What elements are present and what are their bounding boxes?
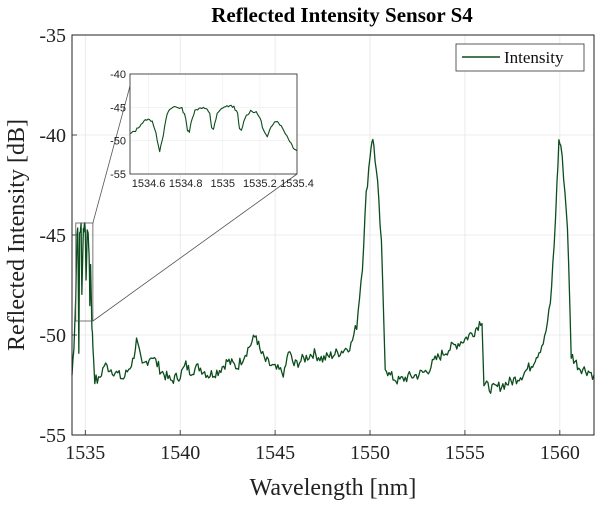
x-tick-label: 1555 [445,442,485,464]
x-tick-label: 1550 [350,442,390,464]
inset-ticks: 1534.6 1534.8 1535 1535.2 1535.4 -55 -50 -45 -40 [110,69,314,190]
y-tick-label: -50 [39,325,66,347]
y-tick-label: -45 [39,225,66,247]
series-line-intensity [71,138,595,394]
chart-title: Reflected Intensity Sensor S4 [211,3,473,27]
inset-y-tick-label: -45 [110,102,126,114]
inset-background [130,74,297,174]
inset-y-tick-label: -55 [110,169,126,181]
inset-x-tick-label: 1534.8 [169,178,203,190]
zoom-connector-line [92,173,298,322]
x-axis-label: Wavelength [nm] [250,475,417,501]
inset-axes-frame [129,73,298,175]
legend: Intensity [455,43,585,72]
x-tick-label: 1535 [65,442,105,464]
main-series [71,138,595,394]
x-tick-label: 1545 [255,442,295,464]
y-tick-label: -40 [39,125,66,147]
y-tick-label: -55 [39,425,66,447]
inset-series [129,104,298,153]
zoom-region-box [75,222,94,322]
inset-x-tick-label: 1535 [211,178,235,190]
main-ticks: 1535 1540 1545 1550 1555 1560 -55 -50 -45 -40 -35 [39,25,580,464]
inset-x-tick-label: 1534.6 [132,178,166,190]
x-tick-label: 1560 [540,442,580,464]
zoom-connector-line [92,85,131,224]
legend-entry-intensity: Intensity [504,48,564,67]
y-axis-label: Reflected Intensity [dB] [4,119,30,351]
inset-y-tick-label: -50 [110,136,126,148]
inset-x-tick-label: 1535.4 [280,178,314,190]
inset-series-line [129,104,298,153]
inset-x-tick-label: 1535.2 [243,178,277,190]
inset-y-tick-label: -40 [110,69,126,81]
x-tick-label: 1540 [160,442,200,464]
y-tick-label: -35 [39,25,66,47]
